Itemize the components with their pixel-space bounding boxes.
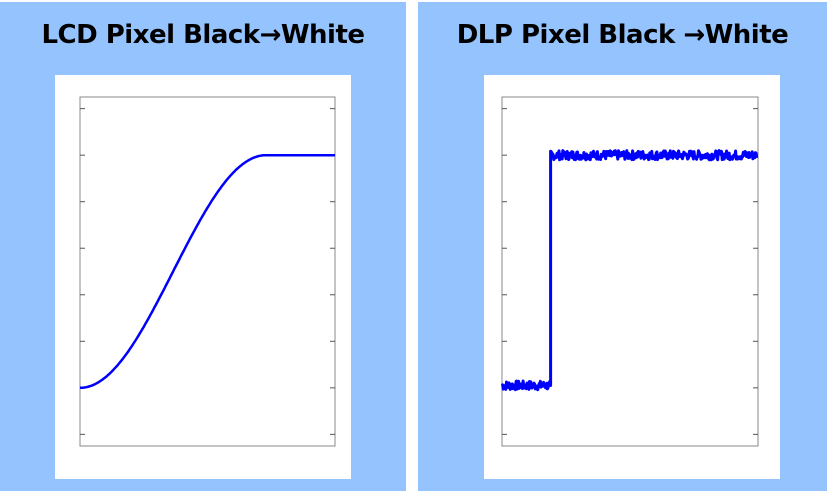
plot-frame <box>79 96 336 447</box>
dlp-chart-card <box>484 75 780 479</box>
lcd-chart-card <box>55 75 351 479</box>
lcd-chart <box>79 96 336 447</box>
lcd-panel: LCD Pixel Black→White <box>0 2 406 491</box>
plot-frame <box>501 96 759 447</box>
series-line <box>80 153 335 390</box>
lcd-chart-title: LCD Pixel Black→White <box>41 20 365 50</box>
series-line <box>500 149 759 392</box>
dlp-chart-title: DLP Pixel Black →White <box>456 20 789 50</box>
dlp-chart <box>500 96 759 447</box>
dlp-panel: DLP Pixel Black →White <box>418 2 827 491</box>
